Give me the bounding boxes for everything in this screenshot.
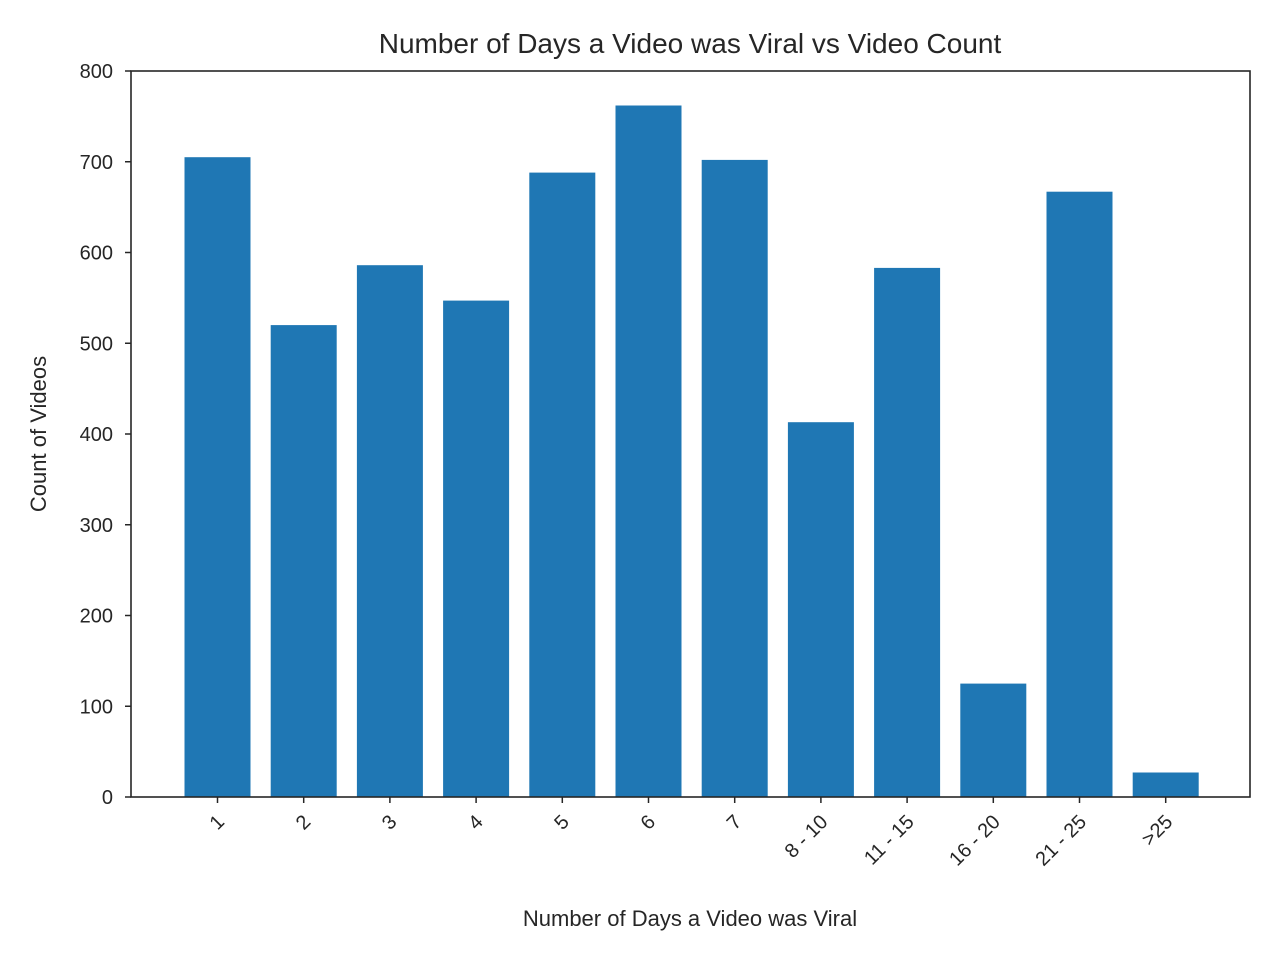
x-tick-label: 16 - 20 xyxy=(945,811,1005,871)
y-tick-label: 700 xyxy=(80,152,113,174)
y-tick-label: 800 xyxy=(80,61,113,83)
y-tick-label: 0 xyxy=(102,787,113,809)
y-axis-label: Count of Videos xyxy=(26,356,51,512)
y-tick-label: 500 xyxy=(80,333,113,355)
bar-6 xyxy=(615,105,682,797)
bars-group xyxy=(184,105,1199,798)
bar-12 xyxy=(1132,772,1199,797)
plot-area-frame xyxy=(130,70,1251,798)
bar-9 xyxy=(874,267,941,797)
x-tick-label: 1 xyxy=(206,811,229,834)
x-tick-label: 6 xyxy=(637,811,660,834)
bar-7 xyxy=(701,159,768,797)
x-tick-label: 8 - 10 xyxy=(781,811,833,863)
x-axis-label: Number of Days a Video was Viral xyxy=(523,906,857,931)
x-tick-label: 4 xyxy=(464,811,487,834)
y-tick-label: 200 xyxy=(80,606,113,628)
bar-5 xyxy=(529,172,596,798)
x-tick-label: 7 xyxy=(723,811,746,834)
x-tick-label: 5 xyxy=(550,811,573,834)
y-tick-label: 100 xyxy=(80,696,113,718)
bar-10 xyxy=(960,683,1027,797)
y-tick-label: 400 xyxy=(80,424,113,446)
bar-2 xyxy=(270,325,337,797)
x-tick-label: 3 xyxy=(378,811,401,834)
bar-3 xyxy=(356,265,423,797)
x-tick-label: >25 xyxy=(1138,811,1178,851)
chart-title: Number of Days a Video was Viral vs Vide… xyxy=(379,28,1002,59)
x-tick-label: 21 - 25 xyxy=(1031,811,1091,871)
y-tick-label: 600 xyxy=(80,243,113,265)
bar-11 xyxy=(1046,191,1113,797)
x-tick-label: 11 - 15 xyxy=(860,811,919,870)
y-axis-ticks: 0 100 200 300 400 500 600 700 800 xyxy=(80,61,131,809)
x-tick-label: 2 xyxy=(292,811,315,834)
bar-4 xyxy=(443,300,510,797)
bar-1 xyxy=(184,157,251,797)
x-axis-ticks: 1 2 3 4 5 6 7 8 - 10 11 - 15 16 - 20 21 - 25 >25 xyxy=(206,797,1178,871)
bar-8 xyxy=(787,422,854,797)
y-tick-label: 300 xyxy=(80,515,113,537)
